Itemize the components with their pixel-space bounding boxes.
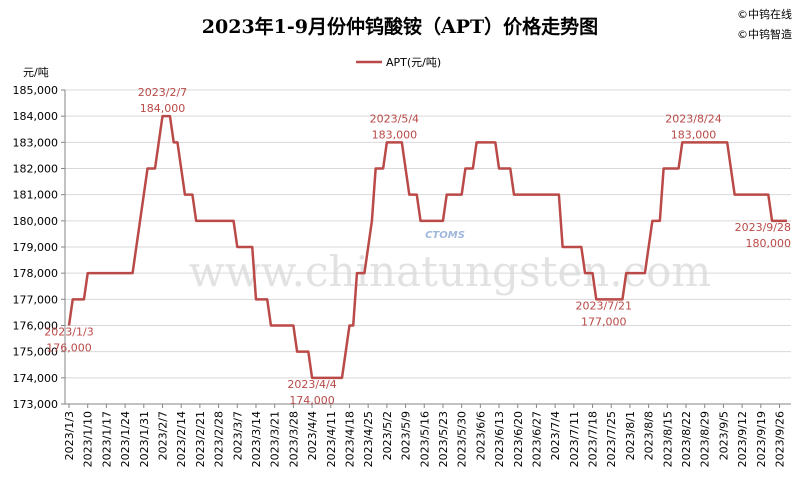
legend-label: APT(元/吨) (386, 56, 441, 69)
annotation-value: 183,000 (671, 128, 717, 141)
x-tick-label: 2023/4/25 (362, 411, 375, 467)
x-tick-label: 2023/8/22 (680, 411, 693, 467)
logo-text: CTOMS (425, 230, 465, 241)
x-tick-label: 2023/8/15 (661, 411, 674, 467)
x-tick-label: 2023/2/21 (194, 411, 207, 467)
annotation-date: 2023/5/4 (370, 112, 419, 125)
annotation-date: 2023/2/7 (138, 86, 187, 99)
annotation-value: 177,000 (581, 315, 627, 328)
y-tick-label: 181,000 (13, 189, 59, 202)
y-tick-label: 183,000 (13, 136, 59, 149)
x-tick-label: 2023/6/20 (512, 411, 525, 467)
annotation-date: 2023/1/3 (44, 326, 93, 339)
y-tick-label: 182,000 (13, 163, 59, 176)
annotation-value: 184,000 (140, 102, 186, 115)
y-tick-label: 180,000 (13, 215, 59, 228)
annotation-value: 183,000 (372, 128, 418, 141)
x-tick-label: 2023/5/2 (381, 411, 394, 460)
x-tick-label: 2023/7/4 (549, 411, 562, 460)
credit: ©中钨智造 (737, 27, 792, 41)
annotation-value: 174,000 (289, 394, 335, 407)
x-tick-label: 2023/5/23 (437, 411, 450, 467)
y-tick-label: 178,000 (13, 267, 59, 280)
x-tick-label: 2023/4/18 (343, 411, 356, 467)
x-tick-label: 2023/7/18 (587, 411, 600, 467)
series-line (67, 114, 787, 380)
annotation-date: 2023/7/21 (576, 299, 632, 312)
x-tick-label: 2023/8/1 (624, 411, 637, 460)
x-tick-label: 2023/1/31 (138, 411, 151, 467)
watermark: www.chinatungsten.com (189, 247, 712, 296)
annotation-value: 180,000 (746, 237, 792, 250)
x-tick-label: 2023/1/10 (82, 411, 95, 467)
credit: ©中钨在线 (737, 7, 792, 21)
x-tick-label: 2023/1/24 (119, 411, 132, 467)
x-tick-label: 2023/4/11 (325, 411, 338, 467)
x-tick-label: 2023/6/27 (530, 411, 543, 467)
annotation-date: 2023/4/4 (287, 378, 336, 391)
x-tick-label: 2023/6/13 (493, 411, 506, 467)
x-tick-label: 2023/9/19 (755, 411, 768, 467)
x-tick-label: 2023/8/8 (643, 411, 656, 460)
x-tick-label: 2023/1/3 (63, 411, 76, 460)
x-tick-label: 2023/9/12 (736, 411, 749, 467)
x-tick-label: 2023/5/30 (456, 411, 469, 467)
x-tick-label: 2023/2/14 (175, 411, 188, 467)
x-tick-label: 2023/9/26 (774, 411, 787, 467)
annotation-value: 176,000 (46, 342, 92, 355)
x-tick-label: 2023/3/21 (269, 411, 282, 467)
x-tick-label: 2023/2/7 (156, 411, 169, 460)
y-tick-label: 185,000 (13, 84, 59, 97)
y-tick-label: 177,000 (13, 293, 59, 306)
x-tick-label: 2023/4/4 (306, 411, 319, 460)
y-tick-label: 174,000 (13, 372, 59, 385)
x-tick-label: 2023/5/9 (400, 411, 413, 460)
x-tick-label: 2023/3/7 (231, 411, 244, 460)
x-tick-label: 2023/7/25 (605, 411, 618, 467)
x-tick-label: 2023/9/5 (717, 411, 730, 460)
x-tick-label: 2023/6/6 (474, 411, 487, 460)
annotation-date: 2023/8/24 (665, 112, 721, 125)
x-tick-label: 2023/2/28 (213, 411, 226, 467)
x-tick-label: 2023/3/28 (287, 411, 300, 467)
y-tick-label: 176,000 (13, 320, 59, 333)
y-tick-label: 184,000 (13, 110, 59, 123)
y-tick-label: 175,000 (13, 346, 59, 359)
x-tick-label: 2023/5/16 (418, 411, 431, 467)
x-tick-label: 2023/8/29 (699, 411, 712, 467)
x-tick-label: 2023/7/11 (568, 411, 581, 467)
y-unit: 元/吨 (23, 66, 49, 79)
chart-title: 2023年1-9月份仲钨酸铵（APT）价格走势图 (202, 15, 598, 38)
x-tick-label: 2023/1/17 (100, 411, 113, 467)
x-tick-label: 2023/3/14 (250, 411, 263, 467)
y-tick-label: 173,000 (13, 398, 59, 411)
y-tick-label: 179,000 (13, 241, 59, 254)
annotation-date: 2023/9/28 (735, 221, 791, 234)
